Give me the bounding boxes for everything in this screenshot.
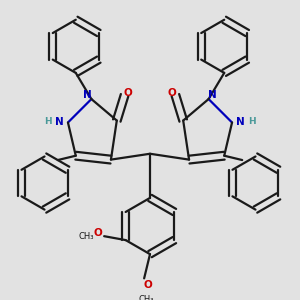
Text: N: N [208, 90, 217, 100]
Text: N: N [236, 117, 245, 127]
Text: N: N [83, 90, 92, 100]
Text: O: O [94, 228, 103, 238]
Text: CH₃: CH₃ [79, 232, 94, 241]
Text: CH₃: CH₃ [138, 296, 154, 300]
Text: O: O [168, 88, 177, 98]
Text: O: O [144, 280, 152, 290]
Text: H: H [45, 117, 52, 126]
Text: O: O [123, 88, 132, 98]
Text: N: N [55, 117, 64, 127]
Text: H: H [248, 117, 255, 126]
